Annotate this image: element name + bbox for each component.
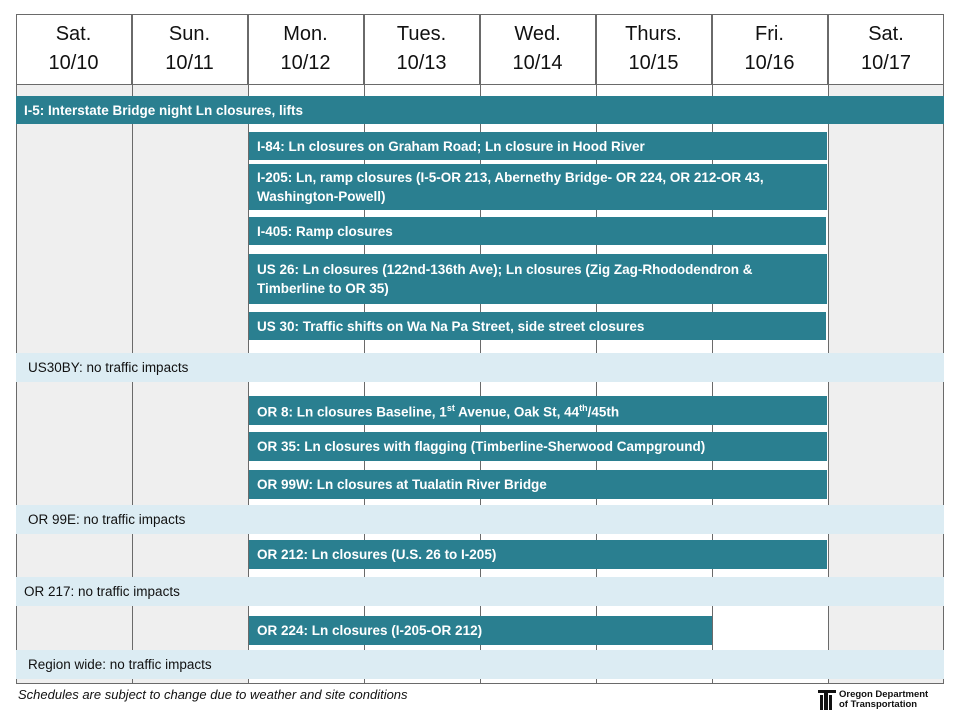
header-day-name: Sat. <box>55 23 92 45</box>
closure-label: I-84: Ln closures on Graham Road; Ln clo… <box>257 138 645 154</box>
header-day-7: Fri. 10/16 <box>712 14 828 84</box>
closure-bar-us30: US 30: Traffic shifts on Wa Na Pa Street… <box>249 312 826 340</box>
closure-bar-i5: I-5: Interstate Bridge night Ln closures… <box>16 96 944 124</box>
text-part: /45th <box>587 404 620 420</box>
grid-line <box>480 14 481 684</box>
closure-label: US 26: Ln closures (122nd-136th Ave); Ln… <box>257 262 753 296</box>
closure-bar-i205: I-205: Ln, ramp closures (I-5-OR 213, Ab… <box>249 164 827 210</box>
header-day-name: Sun. <box>168 23 211 45</box>
closure-label: I-205: Ln, ramp closures (I-5-OR 213, Ab… <box>257 170 764 204</box>
grid-line <box>364 14 365 684</box>
header-day-3: Mon. 10/12 <box>248 14 364 84</box>
grid-line <box>132 14 133 684</box>
superscript: th <box>579 403 588 414</box>
header-day-2: Sun. 10/11 <box>132 14 248 84</box>
closure-label: OR 8: Ln closures Baseline, 1st Avenue, … <box>257 399 619 422</box>
no-impact-label: OR 217: no traffic impacts <box>24 584 180 599</box>
closure-bar-or212: OR 212: Ln closures (U.S. 26 to I-205) <box>249 540 827 569</box>
no-impact-label: US30BY: no traffic impacts <box>28 360 189 375</box>
header-day-name: Fri. <box>755 23 784 45</box>
closure-bar-or8: OR 8: Ln closures Baseline, 1st Avenue, … <box>249 396 827 425</box>
grid-line <box>828 14 829 684</box>
header-day-5: Wed. 10/14 <box>480 14 596 84</box>
no-impact-row-region: Region wide: no traffic impacts <box>16 650 944 679</box>
header-day-6: Thurs. 10/15 <box>596 14 712 84</box>
logo-line-2: of Transportation <box>839 699 918 710</box>
header-day-date: 10/14 <box>512 52 563 74</box>
no-impact-label: Region wide: no traffic impacts <box>28 657 212 672</box>
schedule-footnote: Schedules are subject to change due to w… <box>18 687 408 702</box>
superscript: st <box>446 403 455 414</box>
closure-bar-i84: I-84: Ln closures on Graham Road; Ln clo… <box>249 132 827 160</box>
header-day-1: Sat. 10/10 <box>16 14 132 84</box>
grid-line <box>16 14 17 684</box>
grid-line <box>248 14 249 684</box>
header-day-date: 10/16 <box>744 52 795 74</box>
header-day-date: 10/11 <box>165 52 214 74</box>
header-day-name: Tues. <box>396 23 447 45</box>
grid-line <box>596 14 597 684</box>
header-day-date: 10/17 <box>860 52 912 74</box>
grid-line <box>943 14 944 684</box>
cell-bg-fri <box>713 612 828 648</box>
closure-label: US 30: Traffic shifts on Wa Na Pa Street… <box>257 318 645 334</box>
odot-logo: Oregon Department of Transportation <box>818 690 928 710</box>
header-day-name: Sat. <box>868 23 904 45</box>
closure-label: OR 99W: Ln closures at Tualatin River Br… <box>257 477 547 492</box>
closure-bar-i405: I-405: Ramp closures <box>249 217 826 245</box>
header-day-name: Thurs. <box>625 23 682 45</box>
grid-line <box>712 14 713 684</box>
no-impact-row-us30by: US30BY: no traffic impacts <box>16 353 944 382</box>
closure-label: OR 212: Ln closures (U.S. 26 to I-205) <box>257 547 497 562</box>
header-day-date: 10/15 <box>628 52 679 74</box>
header-day-name: Mon. <box>283 23 328 45</box>
schedule-grid: Sat. 10/10 Sun. 10/11 Mon. 10/12 Tues. 10/13… <box>16 14 944 684</box>
header-day-date: 10/13 <box>396 52 447 74</box>
header-day-date: 10/10 <box>48 52 99 74</box>
closure-bar-or99w: OR 99W: Ln closures at Tualatin River Br… <box>249 470 827 499</box>
grid-line <box>16 683 944 684</box>
text-part: OR 8: Ln closures Baseline, 1 <box>257 404 447 420</box>
no-impact-row-or217: OR 217: no traffic impacts <box>16 577 944 606</box>
header-day-4: Tues. 10/13 <box>364 14 480 84</box>
header-day-8: Sat. 10/17 <box>828 14 944 84</box>
closure-label: OR 224: Ln closures (I-205-OR 212) <box>257 623 483 638</box>
logo-line-1: Oregon Department <box>839 689 929 700</box>
closure-label: I-405: Ramp closures <box>257 223 393 239</box>
text-part: Avenue, Oak St, 44 <box>454 404 580 420</box>
grid-line <box>16 84 944 85</box>
closure-bar-or35: OR 35: Ln closures with flagging (Timber… <box>249 432 827 461</box>
odot-logo-icon <box>818 690 836 710</box>
closure-label: OR 35: Ln closures with flagging (Timber… <box>257 439 706 454</box>
no-impact-row-or99e: OR 99E: no traffic impacts <box>16 505 944 534</box>
header-day-name: Wed. <box>514 23 561 45</box>
closure-bar-us26: US 26: Ln closures (122nd-136th Ave); Ln… <box>249 254 827 304</box>
closure-label: I-5: Interstate Bridge night Ln closures… <box>24 102 304 118</box>
no-impact-label: OR 99E: no traffic impacts <box>28 512 186 527</box>
grid-line <box>16 14 944 15</box>
closure-bar-or224: OR 224: Ln closures (I-205-OR 212) <box>249 616 712 645</box>
header-day-date: 10/12 <box>280 52 331 74</box>
odot-logo-text: Oregon Department of Transportation <box>839 690 928 710</box>
